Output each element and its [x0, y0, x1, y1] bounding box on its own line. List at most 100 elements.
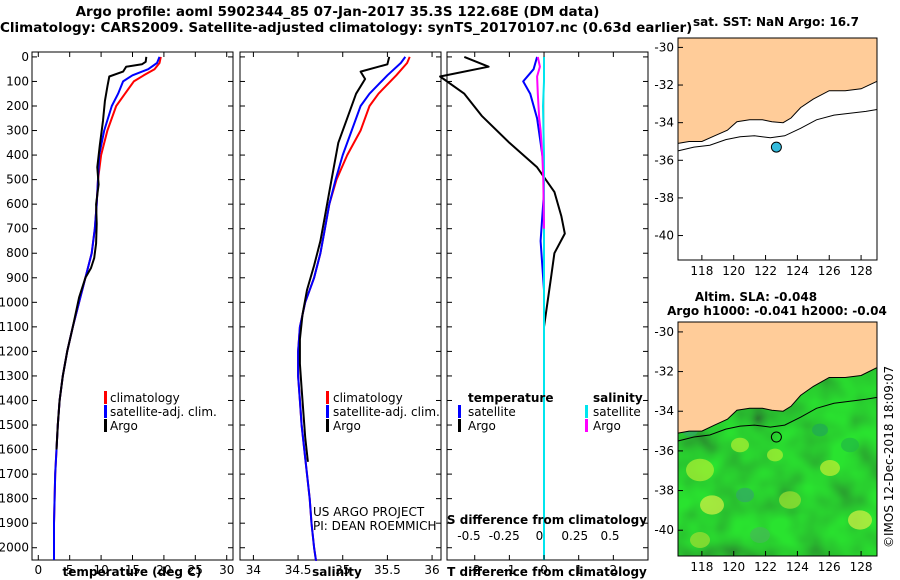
y-tick-label: 1500 [0, 418, 29, 432]
salinity-legend: climatology satellite-adj. clim. Argo [326, 391, 440, 433]
legend-swatch-s-argo [585, 419, 588, 432]
difference-panel: -2 -1 0 1 2 -0.5 -0.25 0 0.25 0.5 T difference fr… [439, 51, 649, 579]
legend-swatch-satellite [104, 405, 107, 418]
map-y-tick-label: -38 [654, 191, 674, 205]
sla-map-profile-marker [770, 431, 782, 443]
sla-anomaly-blob [848, 510, 872, 530]
y-tick-label: 1300 [0, 369, 29, 383]
map-y-tick-label: -36 [654, 444, 674, 458]
pi-annotation: PI: DEAN ROEMMICH [313, 519, 436, 533]
salinity-panel: 34 34.5 35 35.5 36 salinity climatology sate… [239, 51, 442, 579]
difference-xlabel: T difference from climatology [447, 565, 647, 579]
sla-anomaly-blob [779, 491, 801, 509]
sla-map-isobath [677, 396, 878, 442]
map-y-tick-label: -34 [654, 404, 674, 418]
map-y-tick-label: -32 [654, 78, 674, 92]
sla-map-title-line2: Argo h1000: -0.041 h2000: -0.04 [667, 304, 887, 318]
y-tick-label: 1100 [0, 320, 29, 334]
legend-label-s-argo: Argo [593, 419, 621, 433]
y-tick-label: 600 [6, 197, 29, 211]
y-tick-label: 0 [21, 50, 29, 64]
map-y-tick-label: -32 [654, 365, 674, 379]
y-tick-label: 200 [6, 99, 29, 113]
map-y-tick-label: -36 [654, 153, 674, 167]
legend-label-t-satellite: satellite [468, 405, 516, 419]
x-tick-label: 1 [575, 563, 583, 577]
x-tick-label: 5 [66, 563, 74, 577]
credit-text: ©IMOS 12-Dec-2018 18:09:07 [882, 366, 896, 548]
x-tick-label: 10 [93, 563, 108, 577]
sst-map-title: sat. SST: NaN Argo: 16.7 [693, 15, 859, 29]
y-tick-label: 1400 [0, 393, 29, 407]
x-tick-label: 34.5 [285, 563, 312, 577]
sla-anomaly-blob [700, 495, 724, 515]
temperature-legend: climatology satellite-adj. clim. Argo [104, 391, 217, 433]
x-tick-label: 2 [610, 563, 618, 577]
sst-map-land [677, 37, 878, 144]
legend-swatch-t-argo [458, 419, 461, 432]
map-y-tick-label: -40 [654, 523, 674, 537]
chart-title-line1: Argo profile: aoml 5902344_85 07-Jan-201… [75, 4, 600, 20]
sla-map-land [677, 321, 878, 434]
map-y-tick-label: -30 [654, 40, 674, 54]
y-tick-label: 500 [6, 173, 29, 187]
x-tick-label: 25 [188, 563, 203, 577]
series-s-satellite [542, 56, 545, 560]
sla-anomaly-blob [841, 437, 859, 453]
x2-tick-label: -0.25 [489, 529, 520, 543]
y-tick-label: 900 [6, 271, 29, 285]
sla-anomaly-blob [690, 532, 710, 548]
y-tick-label: 100 [6, 74, 29, 88]
legend-label-argo: Argo [333, 419, 361, 433]
salinity-frame [239, 51, 442, 561]
legend-label-climatology: climatology [110, 391, 180, 405]
sla-map-title-line1: Altim. SLA: -0.048 [695, 290, 817, 304]
x-tick-label: 34 [246, 563, 261, 577]
map-y-tick-label: -30 [654, 325, 674, 339]
map-x-tick-label: 120 [722, 560, 745, 574]
y-tick-label: 400 [6, 148, 29, 162]
legend-label-s-satellite: satellite [593, 405, 641, 419]
sst-map-profile-marker [770, 141, 782, 153]
x-tick-label: 35 [335, 563, 350, 577]
map-x-tick-label: 124 [786, 264, 809, 278]
x-tick-label: 0 [540, 563, 548, 577]
map-x-tick-label: 126 [818, 560, 841, 574]
sdiff-xlabel: S difference from climatology [447, 513, 647, 527]
map-y-tick-label: -34 [654, 116, 674, 130]
legend-swatch-t-satellite [458, 405, 461, 418]
legend-swatch-argo [326, 419, 329, 432]
legend-title-salinity: salinity [593, 391, 643, 405]
legend-swatch-argo [104, 419, 107, 432]
difference-legend: temperature satellite Argo salinity sate… [458, 391, 643, 433]
salinity-xlabel: salinity [312, 565, 362, 579]
legend-label-t-argo: Argo [468, 419, 496, 433]
y-tick-label: 1900 [0, 516, 29, 530]
x2-tick-label: -0.5 [457, 529, 480, 543]
legend-label-climatology: climatology [333, 391, 403, 405]
x2-tick-label: 0.25 [561, 529, 588, 543]
y-tick-label: 1700 [0, 467, 29, 481]
sla-map-panel: Altim. SLA: -0.048 Argo h1000: -0.041 h2… [654, 290, 886, 574]
x-tick-label: 30 [219, 563, 234, 577]
x-tick-label: 15 [125, 563, 140, 577]
map-x-tick-label: 118 [690, 560, 713, 574]
sla-anomaly-blob [767, 448, 783, 462]
y-tick-label: 1800 [0, 492, 29, 506]
y-tick-label: 300 [6, 124, 29, 138]
x-tick-label: -2 [469, 563, 481, 577]
legend-label-argo: Argo [110, 419, 138, 433]
sla-anomaly-blob [686, 458, 714, 482]
map-x-tick-label: 128 [850, 264, 873, 278]
sla-anomaly-blob [812, 423, 828, 437]
sla-anomaly-blob [736, 487, 754, 503]
project-annotation: US ARGO PROJECT [313, 505, 425, 519]
temperature-panel: 0 5 10 15 20 25 300100200300400500600700800900… [0, 50, 234, 579]
series-argo [55, 56, 148, 450]
temperature-xlabel: temperature (deg C) [63, 565, 202, 579]
map-x-tick-label: 118 [690, 264, 713, 278]
sla-anomaly-blob [731, 437, 749, 453]
sst-map-isobath [677, 109, 878, 152]
legend-swatch-s-satellite [585, 405, 588, 418]
